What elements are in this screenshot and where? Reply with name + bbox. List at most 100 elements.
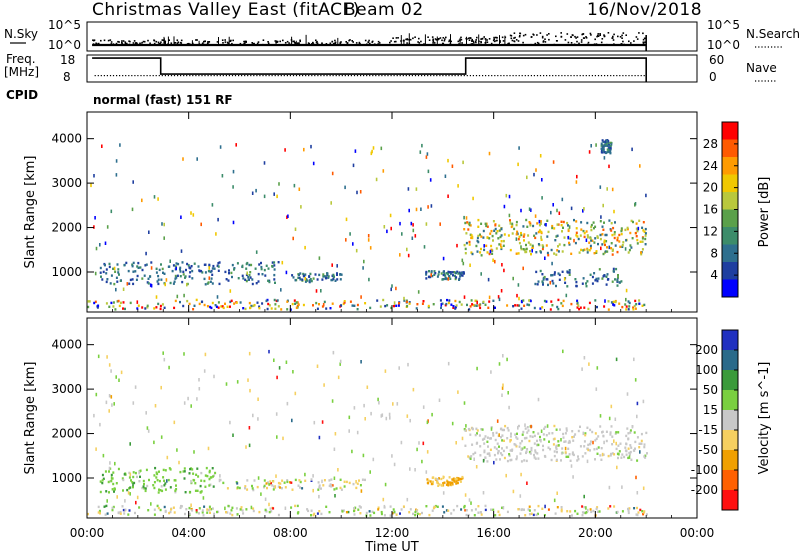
- scatter-point: [164, 509, 167, 513]
- nsearch-point: [481, 37, 484, 40]
- scatter-point: [582, 229, 585, 233]
- scatter-point: [533, 456, 536, 459]
- scatter-point: [599, 220, 602, 223]
- scatter-point: [527, 508, 530, 511]
- scatter-point: [568, 269, 571, 272]
- sparse-echo: [517, 162, 519, 167]
- scatter-point: [457, 477, 460, 480]
- scatter-point: [286, 308, 289, 311]
- nsearch-point: [222, 42, 224, 44]
- scatter-point: [544, 223, 546, 226]
- scatter-point: [562, 436, 565, 439]
- sparse-echo: [286, 401, 289, 406]
- sparse-echo: [422, 405, 425, 409]
- scatter-point: [600, 142, 603, 145]
- scatter-point: [211, 467, 214, 470]
- scatter-point: [584, 511, 587, 515]
- cpid-label: CPID: [6, 88, 38, 102]
- sparse-echo: [236, 380, 239, 384]
- scatter-point: [235, 507, 238, 510]
- sparse-echo: [496, 419, 499, 423]
- scatter-point: [365, 511, 368, 515]
- scatter-point: [429, 480, 432, 483]
- scatter-point: [323, 300, 326, 304]
- sparse-echo: [425, 155, 428, 159]
- scatter-point: [197, 475, 200, 478]
- nsearch-point: [390, 40, 392, 42]
- scatter-point: [465, 232, 468, 235]
- nave-point: [167, 75, 169, 77]
- colorbar-segment: [722, 157, 738, 175]
- scatter-point: [320, 512, 323, 516]
- nsearch-point: [186, 43, 189, 45]
- scatter-point: [351, 304, 354, 307]
- scatter-point: [155, 267, 158, 270]
- scatter-point: [555, 447, 558, 451]
- scatter-point: [607, 148, 610, 151]
- nave-point: [631, 75, 633, 77]
- nsearch-point: [204, 40, 206, 43]
- nsearch-point: [256, 42, 259, 45]
- nsearch-point: [636, 38, 639, 40]
- nave-point: [122, 75, 124, 77]
- scatter-point: [142, 479, 145, 483]
- nsearch-point: [201, 43, 204, 46]
- nsearch-point: [335, 43, 338, 46]
- scatter-point: [486, 251, 489, 254]
- scatter-point: [427, 479, 430, 482]
- scatter-point: [469, 457, 472, 460]
- scatter-point: [600, 149, 603, 152]
- nsearch-point: [490, 42, 493, 45]
- colorbar-segment: [722, 350, 738, 371]
- sparse-echo: [595, 143, 597, 147]
- sparse-echo: [278, 366, 281, 370]
- sparse-echo: [457, 390, 459, 394]
- scatter-point: [553, 437, 556, 440]
- scatter-point: [488, 452, 491, 455]
- scatter-point: [438, 270, 441, 274]
- sparse-echo: [200, 222, 202, 227]
- scatter-point: [356, 308, 359, 311]
- scatter-point: [500, 227, 503, 231]
- scatter-point: [333, 488, 336, 491]
- sparse-echo: [182, 157, 184, 161]
- nsearch-point: [502, 40, 505, 42]
- sparse-echo: [285, 270, 288, 275]
- scatter-point: [609, 144, 612, 148]
- sparse-echo: [93, 413, 95, 418]
- scatter-point: [406, 304, 409, 308]
- scatter-point: [108, 470, 110, 473]
- sparse-echo: [155, 295, 158, 299]
- nsearch-point: [474, 40, 477, 43]
- scatter-point: [498, 513, 501, 517]
- scatter-point: [539, 438, 541, 442]
- sparse-echo: [633, 357, 635, 362]
- sparse-echo: [369, 470, 371, 474]
- scatter-point: [298, 273, 300, 276]
- scatter-point: [182, 470, 185, 473]
- scatter-point: [309, 272, 312, 276]
- sparse-echo: [349, 232, 351, 236]
- nsearch-point: [325, 43, 328, 45]
- scatter-point: [104, 264, 106, 267]
- scatter-point: [495, 447, 498, 451]
- scatter-point: [586, 426, 589, 429]
- sparse-echo: [509, 221, 512, 225]
- scatter-point: [318, 486, 321, 489]
- nsearch-point: [93, 39, 95, 42]
- scatter-point: [257, 272, 260, 276]
- nsearch-point: [441, 39, 443, 42]
- nsearch-point: [244, 40, 247, 43]
- scatter-point: [229, 512, 232, 515]
- sparse-echo: [384, 369, 387, 373]
- scatter-point: [431, 481, 434, 484]
- scatter-point: [603, 241, 606, 244]
- scatter-point: [518, 235, 521, 238]
- sparse-echo: [102, 453, 105, 458]
- nsearch-point: [110, 41, 113, 43]
- scatter-point: [225, 511, 227, 514]
- scatter-point: [236, 513, 239, 516]
- date-label: 16/Nov/2018: [587, 0, 702, 20]
- scatter-point: [94, 300, 97, 303]
- colorbar-tick-label: 12: [703, 224, 718, 238]
